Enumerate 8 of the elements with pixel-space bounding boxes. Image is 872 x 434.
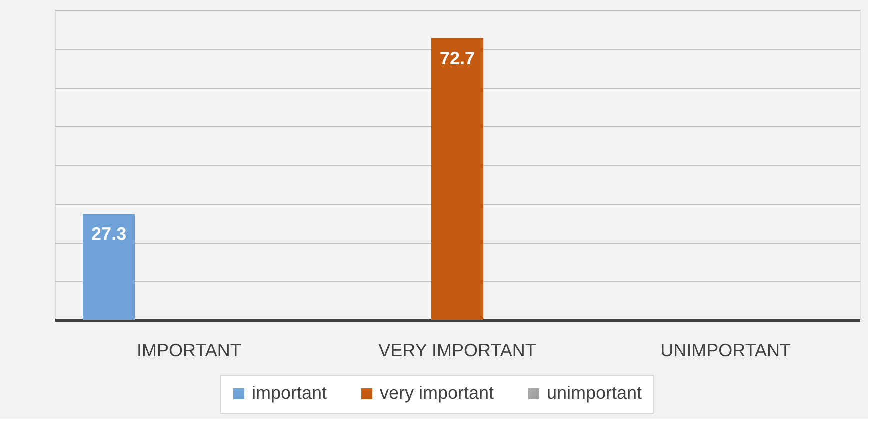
data-label: 27.3 <box>92 224 127 244</box>
legend-label: very important <box>380 383 494 403</box>
x-tick-label: IMPORTANT <box>136 340 242 360</box>
legend-label: unimportant <box>547 383 642 403</box>
x-tick-label: VERY IMPORTANT <box>378 340 536 360</box>
data-label: 72.7 <box>440 48 476 68</box>
legend-label: important <box>252 383 328 403</box>
x-tick-label: UNIMPORTANT <box>660 340 792 360</box>
